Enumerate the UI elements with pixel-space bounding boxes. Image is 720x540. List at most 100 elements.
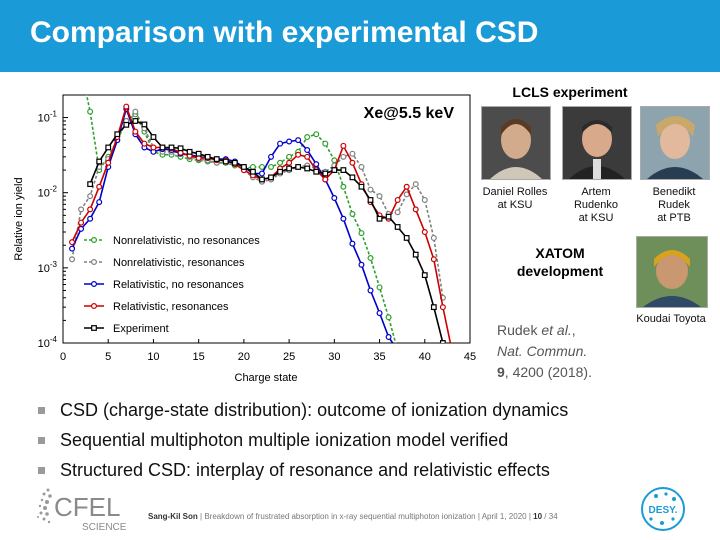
legend-label: Relativistic, resonances <box>113 301 229 313</box>
data-point <box>331 167 338 173</box>
data-point <box>69 256 76 263</box>
axes-ticks: 0 5 10 15 20 25 30 35 40 45 10-1 10-2 10-3 10-4 <box>38 110 477 363</box>
cfel-dots-icon <box>37 488 52 524</box>
data-point <box>249 163 256 170</box>
data-point <box>385 334 392 341</box>
data-point <box>222 158 229 165</box>
legend-marker <box>90 303 97 310</box>
footer-total: / 34 <box>544 512 558 521</box>
data-point <box>349 174 356 181</box>
legend-marker <box>91 325 97 331</box>
bullet-list: CSD (charge-state distribution): outcome… <box>34 398 704 488</box>
data-point <box>367 287 374 294</box>
data-point <box>204 153 211 160</box>
data-point <box>87 215 94 222</box>
data-point <box>358 183 365 190</box>
data-point <box>412 206 419 213</box>
data-point <box>385 314 392 321</box>
data-point <box>412 181 419 188</box>
bullet-item: Structured CSD: interplay of resonance a… <box>34 458 704 488</box>
caption-benedikt-rudek: Benedikt Rudek at PTB <box>631 186 717 225</box>
bullet-text: Sequential multiphoton multiple ionizati… <box>60 430 509 450</box>
data-point <box>69 239 76 246</box>
caption-line: Rudenko <box>573 199 619 211</box>
y-tick-label: 10-1 <box>38 110 58 125</box>
photo-benedikt-rudek <box>640 106 710 180</box>
legend-marker <box>90 281 97 288</box>
x-tick-label: 5 <box>105 351 111 363</box>
data-point <box>412 251 419 258</box>
bullet-icon <box>38 437 45 444</box>
portrait-icon <box>641 107 709 179</box>
data-point <box>304 146 311 153</box>
data-point <box>186 148 193 155</box>
data-point <box>358 163 365 170</box>
data-point <box>340 215 347 222</box>
data-point <box>268 163 275 170</box>
data-point <box>168 144 175 151</box>
x-tick-label: 30 <box>328 351 340 363</box>
legend-label: Experiment <box>113 323 169 335</box>
data-point <box>340 183 347 190</box>
desy-logo: DESY. <box>641 487 685 531</box>
data-point <box>304 165 311 172</box>
data-point <box>105 159 112 166</box>
data-point <box>78 219 85 226</box>
x-tick-label: 10 <box>147 351 159 363</box>
bullet-text: CSD (charge-state distribution): outcome… <box>60 400 569 420</box>
data-point <box>259 176 265 183</box>
slide-title: Comparison with experimental CSD <box>30 16 539 49</box>
photo-koudai-toyota <box>636 236 708 308</box>
data-point <box>376 284 383 291</box>
plot-frame <box>62 94 471 344</box>
data-point <box>87 206 94 213</box>
portrait-icon <box>563 107 631 179</box>
data-point <box>385 213 392 220</box>
y-tick-label: 10-2 <box>38 185 58 200</box>
caption-line: at PTB <box>657 212 691 224</box>
data-point <box>331 157 338 164</box>
caption-koudai-toyota: Koudai Toyota <box>636 313 706 325</box>
data-point <box>349 150 356 157</box>
data-point <box>394 209 401 216</box>
data-point <box>367 255 374 262</box>
ref-etal: et al. <box>541 322 572 338</box>
data-point <box>78 206 85 213</box>
y-tick-label: 10-4 <box>38 335 58 350</box>
data-point <box>340 142 347 149</box>
data-point <box>132 118 139 124</box>
data-point <box>430 304 437 311</box>
data-point <box>114 131 121 138</box>
photo-artem-rudenko <box>562 106 632 180</box>
data-point <box>313 161 320 168</box>
data-point <box>258 163 265 170</box>
data-point <box>331 195 338 202</box>
cfel-subtitle: SCIENCE <box>82 522 127 533</box>
data-point <box>340 153 347 160</box>
cfel-wordmark: CFEL <box>54 492 120 522</box>
lcls-heading: LCLS experiment <box>512 84 628 100</box>
data-point <box>177 145 184 152</box>
bullet-item: CSD (charge-state distribution): outcome… <box>34 398 704 428</box>
xatom-line2: development <box>516 263 604 279</box>
data-point <box>286 138 293 145</box>
data-point <box>268 153 275 160</box>
legend-label: Nonrelativistic, resonances <box>113 257 245 269</box>
data-point <box>430 256 437 263</box>
x-tick-label: 40 <box>419 351 431 363</box>
y-tick-label: 10-3 <box>38 260 58 275</box>
data-point <box>132 108 139 115</box>
data-point <box>304 134 311 141</box>
data-point <box>240 164 247 170</box>
portrait-icon <box>482 107 550 179</box>
y-axis-label: Relative ion yield <box>13 177 25 260</box>
x-tick-label: 0 <box>60 351 66 363</box>
bullet-item: Sequential multiphoton multiple ionizati… <box>34 428 704 458</box>
data-point <box>349 240 356 247</box>
xatom-line1: XATOM <box>535 245 585 261</box>
caption-artem-rudenko: Artem Rudenko at KSU <box>553 186 639 225</box>
data-point <box>349 211 356 218</box>
data-point <box>395 348 400 353</box>
data-point <box>69 245 76 252</box>
x-axis-label: Charge state <box>235 372 298 384</box>
